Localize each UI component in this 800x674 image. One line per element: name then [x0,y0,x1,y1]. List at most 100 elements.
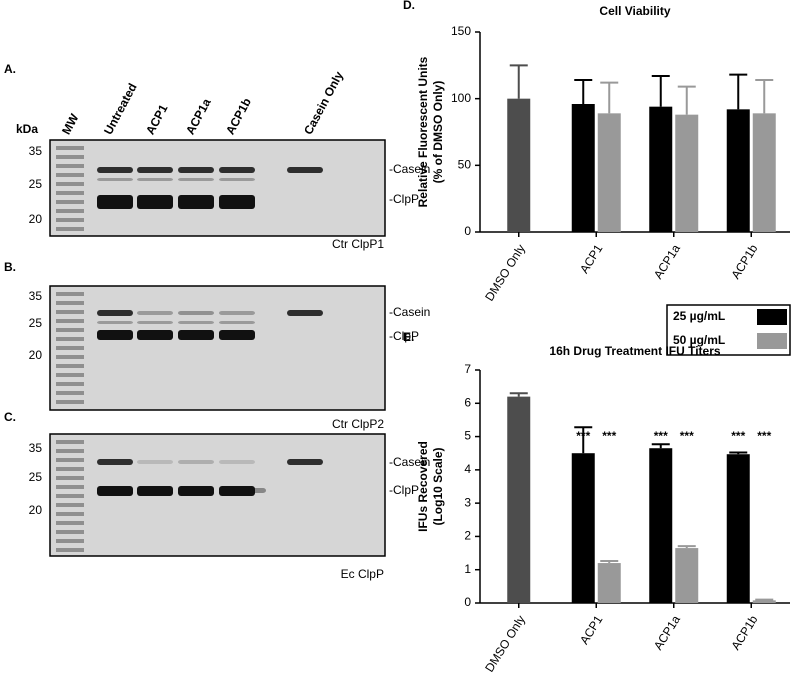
bar [726,454,750,603]
y-tick-label: 6 [464,395,471,409]
gel-band [137,486,173,496]
y-tick-label: 1 [464,562,471,576]
gel-caption: Ctr ClpP1 [332,237,384,251]
gel-band [178,167,214,173]
bar [675,114,699,232]
gel-band [137,167,173,173]
x-tick-label: DMSO Only [482,613,528,674]
gel [49,285,386,411]
y-tick-label: 3 [464,495,471,509]
gel-band [137,330,173,340]
gel-band [287,459,323,465]
bar [752,600,776,603]
panel-label: E. [403,330,414,344]
marker-label: 35 [29,289,43,303]
legend-label: 50 µg/mL [673,333,725,347]
gel-band [219,460,255,464]
panel-label: A. [4,62,16,76]
ladder-band [56,373,84,377]
ladder-band [56,346,84,350]
lane-header: MW [59,111,82,137]
x-tick-label: ACP1a [651,242,683,282]
ladder-band [56,355,84,359]
unit-label: kDa [16,122,38,136]
chart-title: Cell Viability [599,4,670,18]
y-tick-label: 5 [464,429,471,443]
y-tick-label: 150 [451,24,471,38]
ladder-band [56,521,84,525]
gel-band [287,310,323,316]
x-tick-label: ACP1 [577,613,606,647]
band-label: -Casein [389,455,430,469]
gel-caption: Ec ClpP [341,567,384,581]
marker-label: 35 [29,441,43,455]
lane-header: ACP1a [183,96,214,137]
ladder-band [56,155,84,159]
ladder-band [56,200,84,204]
legend-label: 25 µg/mL [673,309,725,323]
gel-band [97,178,133,181]
bar [571,453,595,603]
gel [49,139,386,237]
gel-band [97,459,133,465]
gel-band [219,195,255,209]
gel-band [178,321,214,324]
ladder-band [56,146,84,150]
y-tick-label: 100 [451,91,471,105]
marker-label: 20 [29,348,43,362]
band-label: -ClpP [389,329,419,343]
bar [675,548,699,603]
ladder-band [56,503,84,507]
bar [571,104,595,232]
bar [597,563,621,603]
significance-label: *** [654,429,668,443]
gel-band [219,321,255,324]
bar [597,113,621,232]
y-tick-label: 2 [464,529,471,543]
gel-band [178,195,214,209]
ladder-band [56,301,84,305]
gel-band [97,167,133,173]
gel-band [219,178,255,181]
marker-label: 20 [29,212,43,226]
ladder-band [56,182,84,186]
ladder-band [56,218,84,222]
lane-header: ACP1b [223,96,254,137]
gel-band [219,486,255,496]
gel-band [97,310,133,316]
gel-band [178,311,214,315]
x-tick-label: DMSO Only [482,242,528,304]
ladder-band [56,337,84,341]
ladder-band [56,310,84,314]
ladder-band [56,292,84,296]
x-tick-label: ACP1b [728,242,760,282]
gel-band [97,330,133,340]
gel-band [137,178,173,181]
marker-label: 25 [29,316,43,330]
y-tick-label: 50 [458,158,472,172]
gel-band [178,486,214,496]
panel-label: D. [403,0,415,12]
gel-band [97,195,133,209]
ladder-band [56,485,84,489]
significance-label: *** [731,429,745,443]
y-tick-label: 4 [464,462,471,476]
ladder-band [56,164,84,168]
ladder-band [56,209,84,213]
bar [507,396,531,603]
gel-band [97,486,133,496]
gel-band [248,488,266,493]
ladder-band [56,227,84,231]
chart-title: 16h Drug Treatment IFU Titers [549,344,720,358]
lane-header: Untreated [101,81,140,137]
bar [726,109,750,232]
gel-band [137,460,173,464]
significance-label: *** [576,429,590,443]
marker-label: 35 [29,144,43,158]
gel-band [287,167,323,173]
band-label: -Casein [389,162,430,176]
gel-band [137,195,173,209]
ladder-band [56,382,84,386]
ladder-band [56,530,84,534]
